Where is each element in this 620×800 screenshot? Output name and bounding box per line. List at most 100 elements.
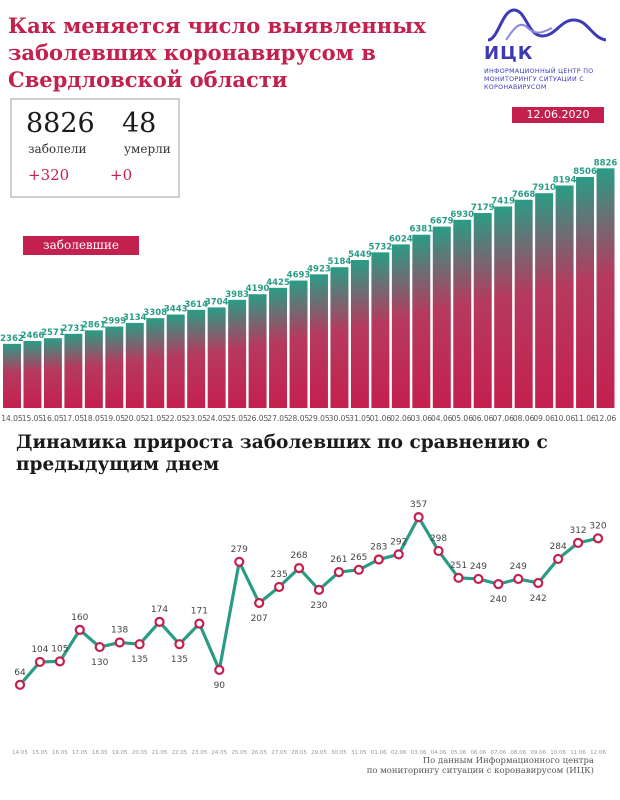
x-tick-label: 12.06: [595, 414, 617, 423]
x-tick-label: 22.05: [165, 414, 187, 423]
x-tick-label: 21.05: [145, 414, 167, 423]
bar: [289, 280, 308, 408]
point-value-label: 160: [71, 613, 88, 623]
point-value-label: 279: [231, 545, 248, 555]
bar: [494, 206, 513, 408]
x-tick-label: 31.05: [349, 414, 371, 423]
data-point: [234, 556, 245, 567]
data-point: [194, 618, 205, 629]
point-value-label: 230: [310, 601, 327, 611]
data-point: [14, 679, 26, 690]
bar-value-label: 4923: [307, 264, 331, 274]
point-value-label: 251: [450, 561, 467, 571]
bar: [228, 299, 247, 408]
data-point: [572, 537, 584, 549]
x-tick-label: 18.05: [83, 414, 105, 423]
bar-value-label: 2362: [0, 334, 24, 344]
bar: [453, 219, 472, 408]
x-tick-label: 24.05: [211, 750, 227, 756]
point-value-label: 135: [171, 655, 188, 665]
bar-value-label: 7419: [491, 197, 515, 207]
x-tick-label: 03.06: [411, 750, 427, 756]
data-point: [154, 616, 165, 627]
point-value-label: 240: [490, 595, 507, 605]
x-tick-label: 15.05: [32, 750, 48, 756]
source-line-1: По данным Информационного центра: [422, 756, 594, 766]
x-tick-label: 01.06: [370, 414, 392, 423]
x-tick-label: 26.05: [251, 750, 267, 756]
point-value-label: 90: [214, 681, 226, 691]
x-tick-label: 09.06: [530, 750, 546, 756]
bar: [576, 176, 595, 408]
data-point: [413, 512, 424, 523]
bar-value-label: 4693: [287, 271, 311, 281]
point-value-label: 312: [569, 526, 586, 536]
bar: [535, 193, 554, 408]
data-point: [313, 584, 325, 595]
x-tick-label: 15.05: [22, 414, 44, 423]
page-title: Как меняется число выявленных заболевших…: [8, 13, 426, 92]
bar: [43, 338, 62, 408]
x-tick-label: 17.05: [63, 414, 85, 423]
bar: [350, 260, 369, 408]
x-tick-label: 10.06: [550, 750, 566, 756]
x-tick-label: 30.05: [329, 414, 351, 423]
cases-increment: +320: [28, 166, 70, 184]
x-tick-label: 20.05: [124, 414, 146, 423]
x-tick-label: 12.06: [590, 750, 606, 756]
x-tick-label: 09.06: [533, 414, 555, 423]
x-tick-label: 02.06: [390, 414, 412, 423]
data-point: [114, 637, 125, 648]
x-tick-label: 01.06: [371, 750, 387, 756]
cases-label: заболели: [28, 142, 87, 156]
data-point: [553, 553, 564, 565]
x-tick-label: 16.05: [42, 414, 64, 423]
x-tick-label: 17.05: [72, 750, 88, 756]
bar-value-label: 6381: [409, 225, 433, 235]
deaths-increment: +0: [110, 166, 133, 184]
x-tick-label: 05.06: [452, 414, 474, 423]
bar-value-label: 2731: [62, 324, 86, 334]
data-point: [393, 549, 404, 560]
date-badge: 12.06.2020: [512, 107, 604, 123]
x-tick-label: 29.05: [311, 750, 327, 756]
bar: [105, 326, 124, 408]
x-tick-label: 03.06: [411, 414, 433, 423]
bar-value-label: 7668: [512, 190, 536, 200]
bar-value-label: 6024: [389, 234, 413, 244]
x-tick-label: 07.06: [490, 750, 506, 756]
x-tick-label: 23.05: [185, 414, 207, 423]
bar: [146, 318, 165, 408]
bar: [207, 307, 226, 408]
x-tick-label: 28.05: [291, 750, 307, 756]
x-tick-label: 20.05: [132, 750, 148, 756]
x-tick-label: 11.06: [574, 414, 596, 423]
point-value-label: 357: [410, 500, 427, 510]
bar-value-label: 3308: [143, 308, 167, 318]
x-tick-label: 19.05: [104, 414, 126, 423]
x-tick-label: 10.06: [554, 414, 576, 423]
x-tick-label: 05.06: [451, 750, 467, 756]
bar-value-label: 2466: [21, 331, 45, 341]
bar-value-label: 5184: [328, 257, 352, 267]
bar-value-label: 8826: [594, 158, 618, 168]
source-note: По данным Информационного центра по мони…: [367, 756, 594, 776]
x-tick-label: 27.05: [271, 750, 287, 756]
point-value-label: 298: [430, 534, 447, 544]
bar: [84, 330, 103, 408]
data-point: [353, 564, 364, 575]
bar-value-label: 8194: [553, 175, 577, 185]
x-tick-label: 06.06: [471, 750, 487, 756]
bar-value-label: 5732: [369, 242, 393, 252]
x-tick-label: 26.05: [247, 414, 269, 423]
bar-value-label: 3983: [225, 290, 249, 300]
x-tick-label: 08.06: [513, 414, 535, 423]
point-value-label: 171: [191, 607, 208, 617]
data-point: [513, 573, 524, 585]
data-point: [473, 573, 484, 585]
point-value-label: 130: [91, 658, 108, 668]
data-point: [373, 554, 384, 565]
bar-value-label: 3134: [123, 313, 147, 323]
bar-value-label: 2861: [82, 320, 106, 330]
data-point: [214, 664, 225, 676]
